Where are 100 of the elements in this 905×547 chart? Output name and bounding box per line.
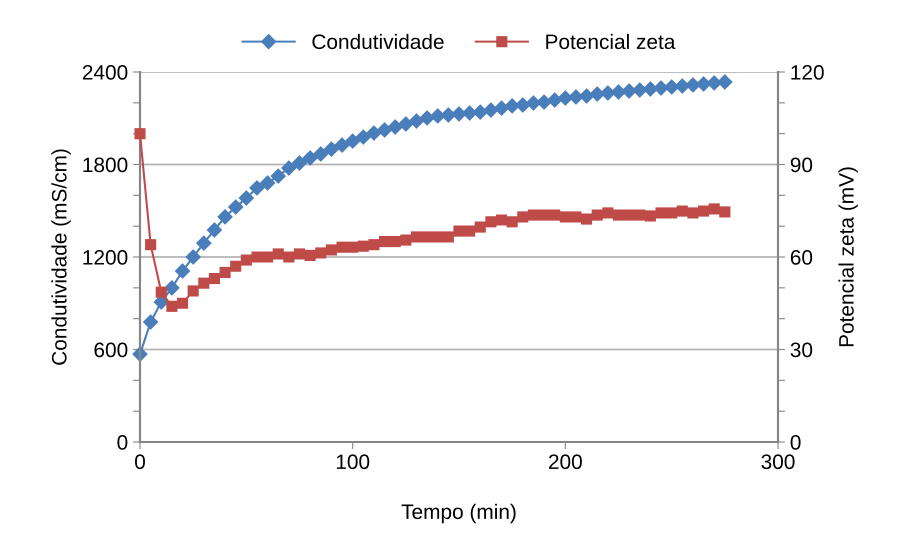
x-axis-title: Tempo (min) (402, 504, 516, 524)
point (698, 206, 710, 217)
point (294, 248, 306, 260)
point (292, 155, 308, 171)
point (166, 300, 178, 312)
point (634, 210, 646, 221)
point (432, 231, 444, 243)
point (642, 81, 658, 97)
point (442, 231, 454, 243)
point (324, 142, 339, 157)
point (536, 94, 552, 110)
point (304, 250, 316, 262)
point (483, 102, 498, 118)
x-tick-label: 0 (135, 454, 145, 470)
point (410, 231, 422, 243)
point (504, 98, 520, 114)
point (134, 128, 146, 140)
point (368, 239, 380, 250)
point (708, 203, 720, 214)
point (281, 160, 296, 176)
point (345, 133, 360, 149)
point (220, 266, 231, 278)
point (336, 242, 348, 253)
x-tick-label: 200 (549, 454, 582, 470)
point (228, 199, 244, 215)
y-tick-label: 1800 (83, 158, 128, 172)
point (347, 242, 358, 253)
point (592, 210, 603, 221)
point (240, 254, 252, 266)
point (388, 119, 403, 135)
point (283, 251, 294, 263)
point (528, 210, 539, 221)
point (249, 180, 265, 196)
y2-tick-label: 30 (790, 342, 812, 358)
y2-axis-title: Potencial zeta (mV) (838, 167, 858, 346)
point (590, 86, 605, 102)
y2-tick-label: 60 (790, 250, 812, 265)
point (186, 249, 201, 265)
point (408, 113, 424, 129)
legend-label: Condutividade (312, 34, 444, 50)
point (496, 214, 508, 226)
point (206, 222, 222, 238)
point (612, 210, 624, 221)
point (515, 97, 530, 113)
point (558, 90, 573, 106)
point (400, 234, 412, 246)
point (174, 263, 190, 279)
point (666, 207, 678, 218)
point (644, 210, 656, 222)
x-tick-label: 100 (336, 454, 370, 470)
point (238, 190, 254, 206)
point (464, 226, 476, 237)
point (230, 260, 242, 272)
y2-tick-label: 120 (791, 65, 824, 80)
point (485, 216, 496, 228)
point (717, 74, 732, 90)
point (440, 107, 456, 123)
point (208, 273, 220, 284)
point (334, 138, 350, 153)
point (251, 251, 263, 263)
point (579, 88, 594, 104)
point (674, 78, 690, 94)
point (602, 207, 614, 218)
point (453, 226, 465, 237)
y2-tick-label: 90 (790, 158, 812, 172)
point (272, 248, 284, 260)
point (655, 207, 667, 218)
point (390, 236, 401, 248)
point (422, 231, 433, 243)
legend-label: Potencial zeta (546, 34, 676, 50)
point (622, 83, 637, 99)
point (313, 146, 328, 162)
x-tick-label: 300 (761, 454, 795, 470)
point (398, 116, 414, 132)
point (664, 79, 680, 95)
y-tick-label: 0 (117, 435, 128, 450)
point (570, 211, 582, 222)
point (176, 298, 188, 309)
point (472, 104, 488, 120)
y-tick-label: 1200 (83, 250, 128, 265)
point (581, 214, 592, 225)
point (156, 286, 167, 298)
y-tick-label: 2400 (82, 65, 128, 80)
point (719, 206, 730, 218)
point (262, 251, 274, 263)
point (676, 206, 688, 217)
point (260, 175, 276, 191)
point (538, 210, 550, 221)
point (315, 247, 326, 259)
point (188, 285, 199, 296)
point (687, 207, 698, 218)
point (143, 314, 158, 330)
point (164, 280, 180, 296)
point (600, 85, 616, 101)
point (494, 100, 510, 116)
point (560, 211, 571, 222)
point (366, 125, 382, 141)
point (379, 236, 390, 248)
point (430, 108, 446, 124)
point (356, 129, 371, 145)
